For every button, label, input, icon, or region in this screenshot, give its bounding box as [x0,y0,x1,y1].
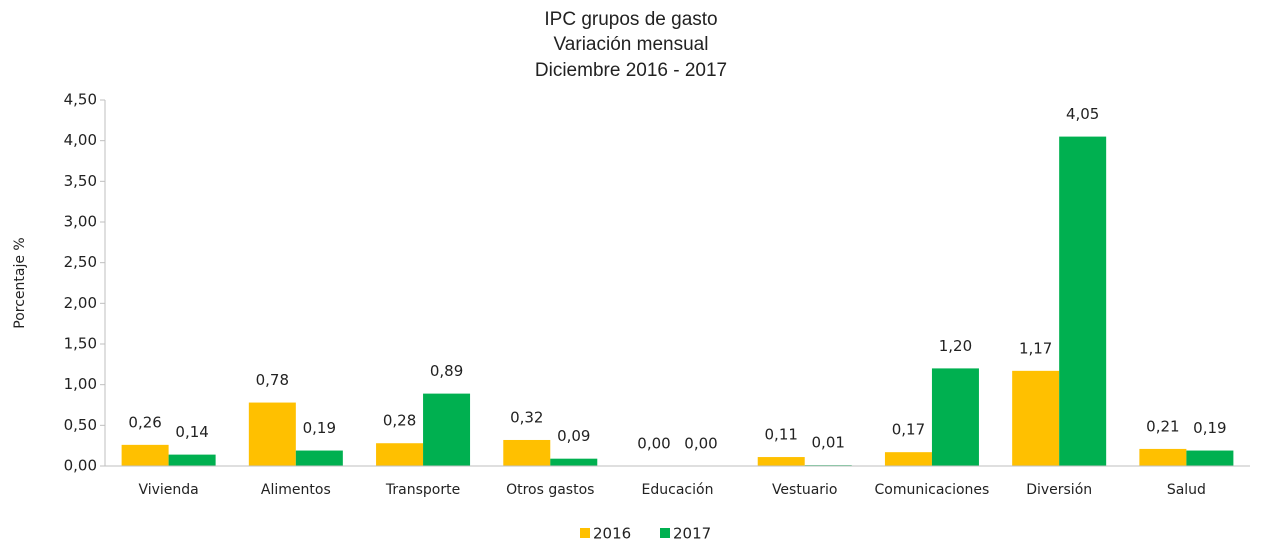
x-tick-label: Vivienda [138,482,198,498]
x-tick-label: Otros gastos [506,482,594,498]
y-axis-label: Porcentaje % [12,237,28,328]
bar [931,368,979,466]
bar [295,450,343,466]
bar [550,458,598,466]
bar [168,454,216,466]
legend-swatch [660,528,670,538]
y-tick-label: 2,00 [64,294,97,312]
bar [121,444,169,466]
y-tick-label: 1,50 [64,335,97,353]
y-tick-label: 0,50 [64,416,97,434]
bar [1012,370,1060,466]
x-tick-label: Salud [1167,482,1206,498]
x-tick-label: Comunicaciones [875,482,990,498]
bar [1059,136,1107,466]
y-tick-label: 3,00 [64,213,97,231]
bar [376,443,424,466]
bar [757,457,805,466]
x-tick-label: Transporte [385,482,460,498]
chart-subtitle: Diciembre 2016 - 2017 [535,60,727,81]
data-label: 0,26 [128,413,161,431]
data-label: 0,78 [256,371,289,389]
legend-label: 2016 [593,525,631,542]
y-tick-label: 4,00 [64,131,97,149]
x-tick-label: Alimentos [261,482,331,498]
data-label: 0,32 [510,408,543,426]
data-label: 0,00 [684,435,717,453]
legend-label: 2017 [673,525,711,542]
data-label: 0,17 [892,421,925,439]
x-tick-label: Diversión [1026,482,1092,498]
bar [503,439,551,466]
data-label: 4,05 [1066,105,1099,123]
bar [1186,450,1234,466]
bar [884,452,932,466]
data-label: 1,20 [939,337,972,355]
data-label: 0,89 [430,362,463,380]
data-label: 1,17 [1019,339,1052,357]
data-label: 0,00 [637,435,670,453]
chart-subtitle: Variación mensual [554,34,709,55]
y-tick-label: 3,50 [64,172,97,190]
data-label: 0,11 [765,426,798,444]
bar [248,402,296,466]
data-label: 0,19 [1193,419,1226,437]
data-label: 0,19 [303,419,336,437]
x-tick-label: Educación [642,482,714,498]
chart-title: IPC grupos de gasto [544,9,717,30]
data-label: 0,01 [812,434,845,452]
data-label: 0,28 [383,412,416,430]
data-label: 0,14 [175,423,208,441]
legend-swatch [580,528,590,538]
x-tick-label: Vestuario [772,482,838,498]
bar [423,393,471,466]
y-tick-label: 2,50 [64,253,97,271]
bar [1139,448,1187,466]
data-label: 0,21 [1146,417,1179,435]
data-label: 0,09 [557,427,590,445]
y-tick-label: 1,00 [64,375,97,393]
y-tick-label: 0,00 [64,457,97,475]
y-tick-label: 4,50 [64,91,97,109]
